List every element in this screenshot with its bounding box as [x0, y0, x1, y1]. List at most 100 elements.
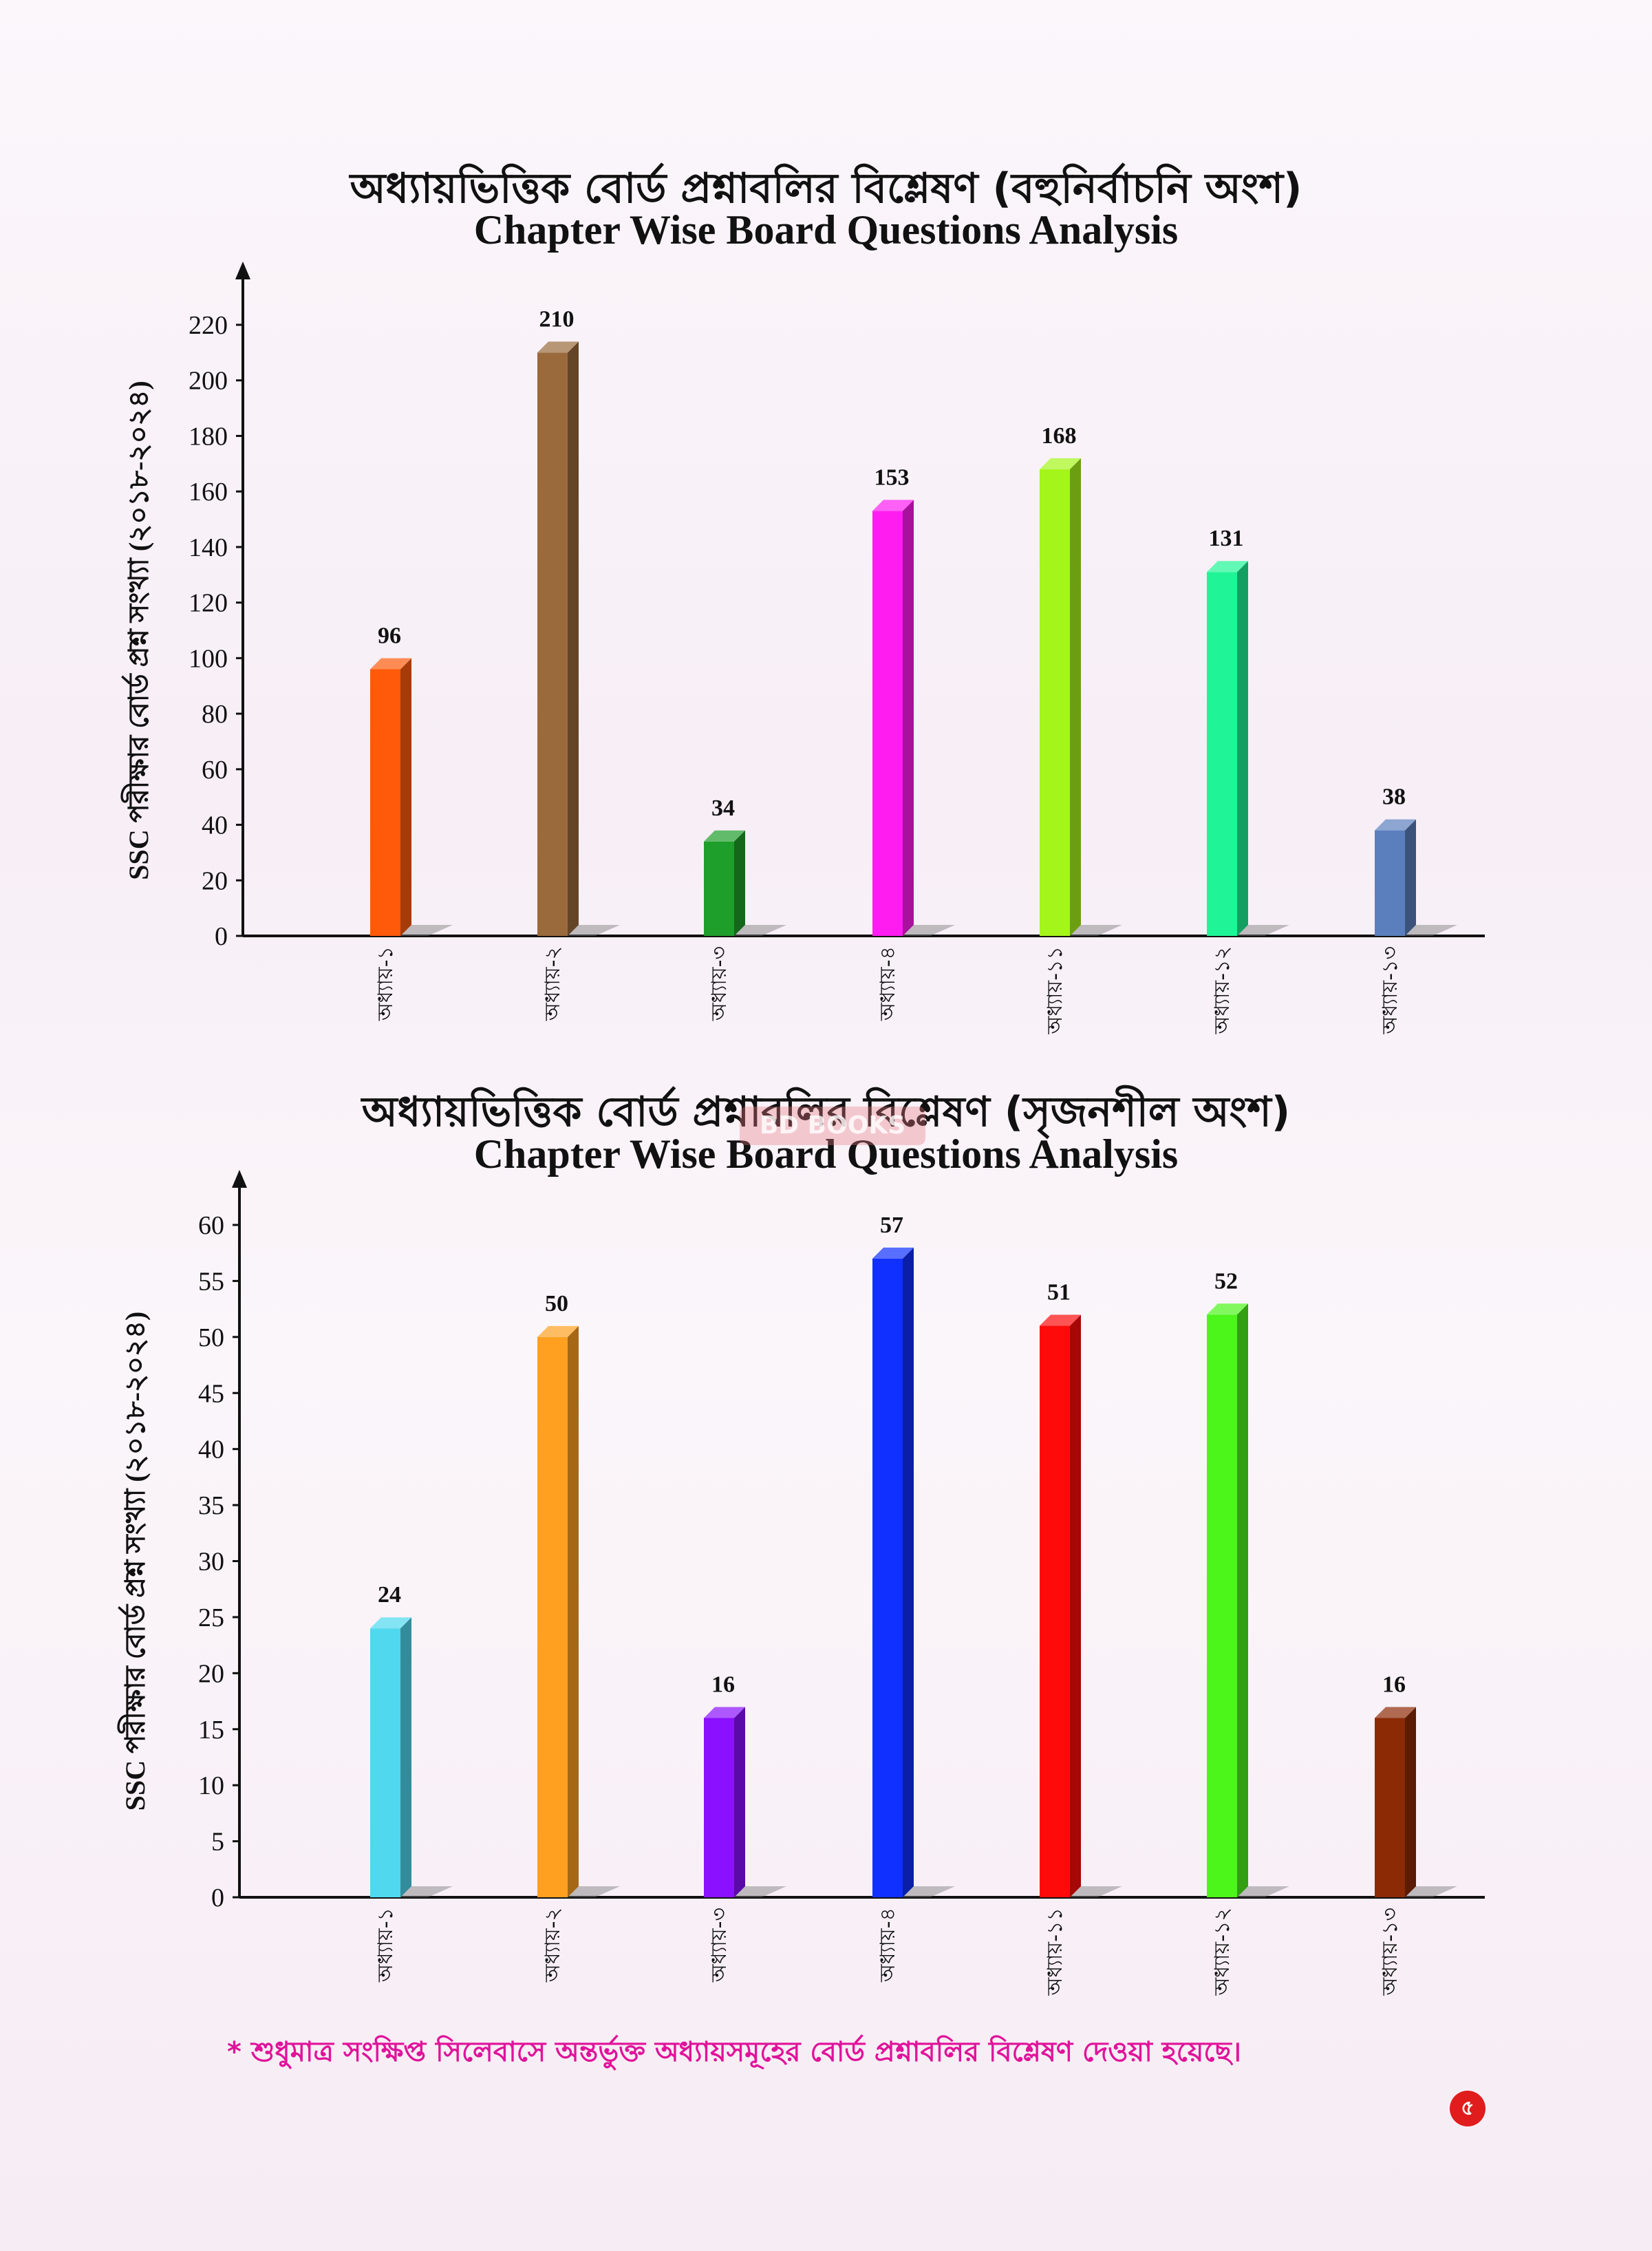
bar: [1375, 1707, 1457, 1897]
bar-shadow: [1405, 925, 1457, 936]
bar: [537, 341, 620, 936]
y-tick-label: 5: [211, 1828, 224, 1857]
bar-front: [370, 669, 400, 936]
bar: [537, 1325, 620, 1897]
y-tick-label: 55: [198, 1267, 224, 1296]
bar-top: [704, 1707, 745, 1718]
x-tick-label: অধ্যায়-১১: [1043, 1908, 1067, 1996]
y-tick-label: 80: [202, 700, 228, 729]
y-tick-label: 0: [211, 1884, 224, 1912]
y-axis-label: SSC পরীক্ষার বোর্ড প্রশ্ন সংখ্যা (২০১৮-২…: [120, 381, 154, 880]
bar-top: [537, 1325, 579, 1337]
y-tick-label: 160: [189, 478, 228, 506]
x-tick-label: অধ্যায়-১৩: [1378, 946, 1402, 1035]
data-label: 50: [545, 1291, 568, 1316]
bar: [370, 658, 453, 936]
chart2-subtitle: Chapter Wise Board Questions Analysis: [473, 1131, 1179, 1177]
bar-top: [1375, 819, 1416, 831]
y-tick-label: 140: [189, 533, 228, 562]
bar: [1375, 819, 1457, 936]
bar-side: [1405, 819, 1416, 936]
bar-top: [537, 341, 579, 353]
bar-front: [1375, 830, 1405, 936]
bar-top: [1375, 1707, 1416, 1718]
bar-top: [1207, 1303, 1248, 1315]
bar-shadow: [568, 925, 620, 936]
data-label: 96: [378, 623, 401, 649]
x-tick-label: অধ্যায়-২: [541, 1908, 565, 1983]
bar-front: [704, 1718, 734, 1897]
data-label: 153: [875, 465, 910, 490]
data-label: 16: [1382, 1672, 1406, 1697]
bar-front: [370, 1628, 400, 1897]
bar-side: [1237, 1303, 1248, 1897]
x-tick-label: অধ্যায়-১: [374, 1908, 398, 1983]
x-tick-label: অধ্যায়-৩: [707, 946, 731, 1021]
bar-shadow: [734, 925, 786, 936]
bar-top: [872, 500, 914, 511]
y-tick-label: 120: [189, 589, 228, 618]
bar-side: [400, 1617, 411, 1897]
y-axis-label: SSC পরীক্ষার বোর্ড প্রশ্ন সংখ্যা (২০১৮-২…: [117, 1312, 151, 1811]
bar-side: [1405, 1707, 1416, 1897]
bar: [1040, 1314, 1122, 1897]
x-tick-label: অধ্যায়-৩: [707, 1908, 731, 1983]
bar-shadow: [734, 1886, 786, 1897]
bar-shadow: [1405, 1886, 1457, 1897]
bar: [872, 500, 955, 936]
x-tick-label: অধ্যায়-৪: [876, 946, 900, 1021]
chart2-title: অধ্যায়ভিত্তিক বোর্ড প্রশ্নাবলির বিশ্লেষ…: [361, 1088, 1291, 1136]
y-tick-label: 220: [189, 311, 228, 340]
bar-shadow: [903, 1886, 955, 1897]
y-tick-label: 60: [198, 1211, 224, 1240]
y-tick-label: 40: [202, 811, 228, 840]
y-tick-label: 40: [198, 1436, 224, 1464]
y-tick-label: 20: [198, 1659, 224, 1688]
bar-front: [537, 352, 568, 936]
bar-front: [704, 841, 734, 936]
bar-front: [1040, 1325, 1070, 1897]
bar-top: [1040, 458, 1081, 469]
bar-side: [734, 1707, 745, 1897]
bar-side: [903, 500, 914, 936]
y-tick-label: 100: [189, 644, 228, 673]
bar-top: [370, 658, 411, 670]
footnote: * শুধুমাত্র সংক্ষিপ্ত সিলেবাসে অন্তর্ভুক…: [227, 2036, 1242, 2068]
x-tick-label: অধ্যায়-২: [541, 946, 565, 1021]
bar: [370, 1617, 453, 1897]
bar-side: [734, 830, 745, 936]
bar: [1207, 561, 1289, 936]
bar-side: [568, 1325, 579, 1897]
data-label: 51: [1047, 1280, 1071, 1305]
y-tick-label: 15: [198, 1716, 224, 1745]
data-label: 57: [880, 1213, 903, 1238]
y-tick-label: 20: [202, 866, 228, 895]
data-label: 24: [378, 1582, 401, 1608]
y-tick-label: 25: [198, 1603, 224, 1632]
bar-shadow: [400, 1886, 453, 1897]
bar: [704, 830, 786, 936]
bar-shadow: [1237, 1886, 1289, 1897]
bar-side: [1237, 561, 1248, 936]
y-tick-label: 50: [198, 1323, 224, 1352]
x-tick-label: অধ্যায়-১১: [1043, 946, 1067, 1035]
y-tick-label: 60: [202, 756, 228, 785]
bar: [704, 1707, 786, 1897]
bar-front: [1207, 572, 1237, 936]
data-label: 52: [1214, 1268, 1238, 1294]
y-tick-label: 10: [198, 1771, 224, 1800]
watermark-logo: BD BOOKS: [740, 1107, 925, 1145]
page-number: ৫: [1450, 2091, 1485, 2126]
data-label: 131: [1209, 526, 1244, 551]
bar-front: [872, 1258, 903, 1897]
data-label: 210: [539, 306, 575, 332]
bar-front: [1207, 1314, 1237, 1897]
x-tick-label: অধ্যায়-১২: [1210, 946, 1234, 1035]
y-tick-label: 200: [189, 367, 228, 396]
bar-front: [1375, 1718, 1405, 1897]
bar-top: [872, 1247, 914, 1259]
bar-shadow: [568, 1886, 620, 1897]
bar-side: [1070, 458, 1081, 936]
bar: [872, 1247, 955, 1897]
y-tick-label: 180: [189, 422, 228, 451]
